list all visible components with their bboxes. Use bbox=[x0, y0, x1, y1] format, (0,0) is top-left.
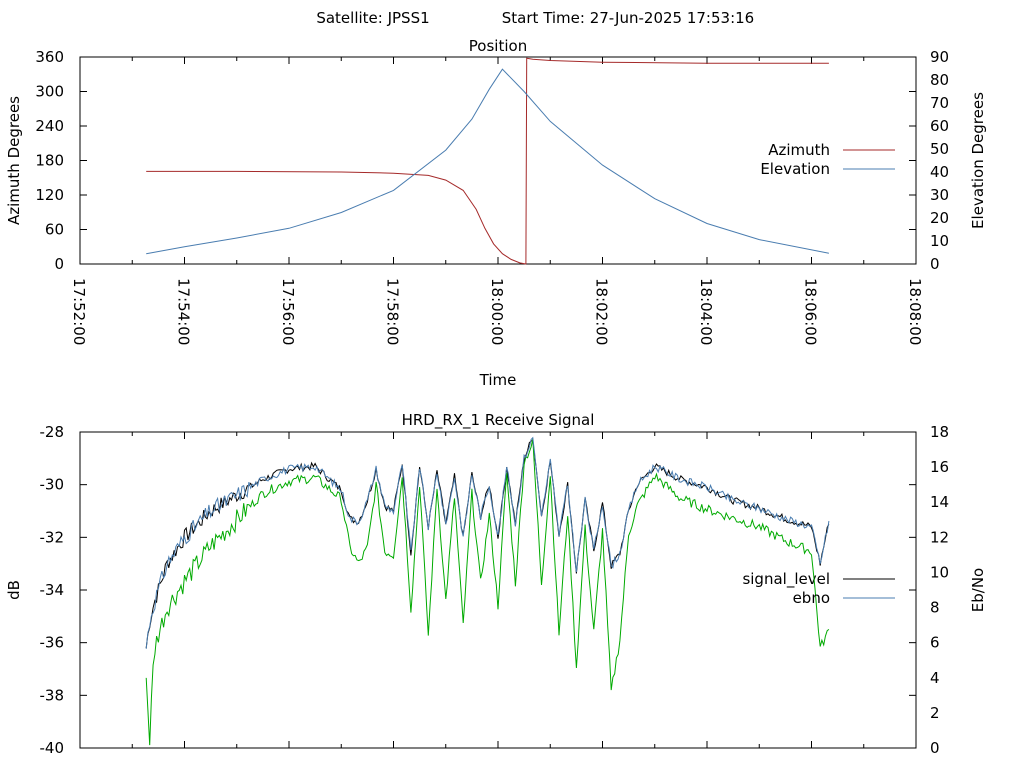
y2-tick-label: 18 bbox=[930, 423, 949, 441]
series-line-Elevation bbox=[146, 68, 829, 255]
series-line-Azimuth bbox=[146, 57, 829, 265]
y-tick-label: -30 bbox=[40, 476, 65, 494]
y2-tick-label: 80 bbox=[930, 71, 949, 89]
series-line-signal_level bbox=[145, 439, 830, 649]
y2-tick-label: 10 bbox=[930, 563, 949, 581]
y2-tick-label: 10 bbox=[930, 232, 949, 250]
y2-tick-label: 40 bbox=[930, 163, 949, 181]
legend-label-ebno: ebno bbox=[793, 589, 830, 607]
series-line-ebno bbox=[145, 438, 830, 746]
y-tick-label: -38 bbox=[40, 686, 65, 704]
y2-tick-label: 16 bbox=[930, 458, 949, 476]
x-tick-label: 18:06:00 bbox=[802, 278, 820, 345]
legend-label-signal_level: signal_level bbox=[742, 570, 830, 589]
y-tick-label: -34 bbox=[40, 581, 65, 599]
y2-tick-label: 50 bbox=[930, 140, 949, 158]
y2-tick-label: 90 bbox=[930, 48, 949, 66]
legend-label-Elevation: Elevation bbox=[760, 160, 830, 178]
chart-title-2: HRD_RX_1 Receive Signal bbox=[402, 411, 595, 430]
plots: Position06012018024030036001020304050607… bbox=[5, 37, 987, 757]
x-tick-label: 18:04:00 bbox=[697, 278, 715, 345]
y2-tick-label: 2 bbox=[930, 704, 940, 722]
y-tick-label: 60 bbox=[45, 221, 64, 239]
y-tick-label: 180 bbox=[35, 152, 64, 170]
y2-axis-label: Elevation Degrees bbox=[969, 92, 987, 229]
x-tick-label: 18:02:00 bbox=[593, 278, 611, 345]
y-tick-label: 240 bbox=[35, 117, 64, 135]
y-tick-label: 300 bbox=[35, 83, 64, 101]
plot-frame-2 bbox=[79, 431, 917, 749]
x-tick-label: 17:54:00 bbox=[175, 278, 193, 345]
y2-tick-label: 70 bbox=[930, 94, 949, 112]
y2-tick-label: 0 bbox=[930, 739, 940, 757]
header-start-time: Start Time: 27-Jun-2025 17:53:16 bbox=[502, 9, 754, 27]
y2-tick-label: 8 bbox=[930, 599, 940, 617]
x-axis-label: Time bbox=[479, 371, 517, 389]
legend-label-Azimuth: Azimuth bbox=[768, 141, 830, 159]
y-tick-label: -40 bbox=[40, 739, 65, 757]
y-tick-label: 120 bbox=[35, 186, 64, 204]
y-tick-label: -28 bbox=[40, 423, 65, 441]
y2-tick-label: 12 bbox=[930, 528, 949, 546]
y-tick-label: -36 bbox=[40, 634, 65, 652]
x-tick-label: 18:08:00 bbox=[906, 278, 924, 345]
series-line-signal-trace bbox=[145, 436, 830, 649]
y-tick-label: 0 bbox=[54, 255, 64, 273]
chart-title-1: Position bbox=[469, 37, 527, 55]
x-tick-label: 17:58:00 bbox=[384, 278, 402, 345]
y-tick-label: -32 bbox=[40, 528, 65, 546]
y2-tick-label: 30 bbox=[930, 186, 949, 204]
y-axis-label: Azimuth Degrees bbox=[5, 96, 23, 225]
y2-tick-label: 20 bbox=[930, 209, 949, 227]
y-tick-label: 360 bbox=[35, 48, 64, 66]
header-satellite: Satellite: JPSS1 bbox=[316, 9, 429, 27]
y2-tick-label: 6 bbox=[930, 634, 940, 652]
x-tick-label: 17:56:00 bbox=[279, 278, 297, 345]
x-tick-label: 18:00:00 bbox=[488, 278, 506, 345]
y2-axis-label: Eb/No bbox=[969, 568, 987, 612]
y-axis-label: dB bbox=[5, 580, 23, 600]
y2-tick-label: 0 bbox=[930, 255, 940, 273]
y2-tick-label: 60 bbox=[930, 117, 949, 135]
y2-tick-label: 4 bbox=[930, 669, 940, 687]
x-tick-label: 17:52:00 bbox=[70, 278, 88, 345]
y2-tick-label: 14 bbox=[930, 493, 949, 511]
